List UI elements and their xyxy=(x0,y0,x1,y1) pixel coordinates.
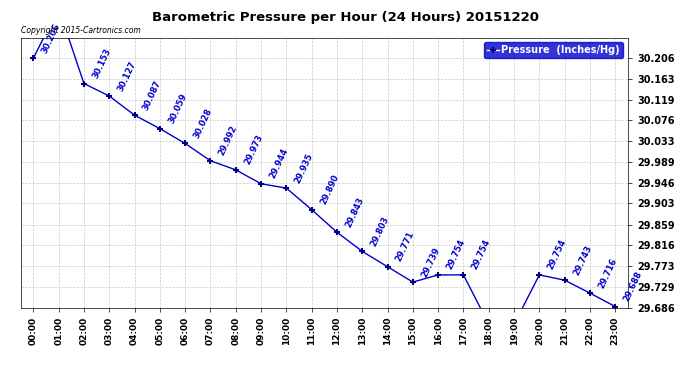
Text: 29.688: 29.688 xyxy=(622,270,644,303)
Text: 29.739: 29.739 xyxy=(420,246,442,279)
Text: 29.935: 29.935 xyxy=(293,152,315,184)
Pressure  (Inches/Hg) xyxy=(484,322,493,327)
Text: 29.651: 29.651 xyxy=(0,374,1,375)
Text: 29.743: 29.743 xyxy=(571,244,593,277)
Pressure  (Inches/Hg) xyxy=(408,280,417,284)
Pressure  (Inches/Hg) xyxy=(29,56,37,60)
Pressure  (Inches/Hg) xyxy=(333,230,341,234)
Text: 29.651: 29.651 xyxy=(0,374,1,375)
Pressure  (Inches/Hg) xyxy=(460,273,468,277)
Pressure  (Inches/Hg) xyxy=(434,273,442,277)
Text: 29.992: 29.992 xyxy=(217,124,239,157)
Pressure  (Inches/Hg) xyxy=(308,207,316,212)
Pressure  (Inches/Hg) xyxy=(130,113,139,117)
Pressure  (Inches/Hg) xyxy=(206,159,215,163)
Text: 30.028: 30.028 xyxy=(192,107,214,140)
Text: 30.310: 30.310 xyxy=(0,374,1,375)
Text: 29.890: 29.890 xyxy=(319,173,340,206)
Text: 29.771: 29.771 xyxy=(395,230,416,263)
Text: 29.754: 29.754 xyxy=(471,238,492,272)
Pressure  (Inches/Hg) xyxy=(358,249,366,254)
Pressure  (Inches/Hg) xyxy=(535,273,544,277)
Pressure  (Inches/Hg) xyxy=(611,304,620,309)
Text: 29.944: 29.944 xyxy=(268,147,290,180)
Text: 29.803: 29.803 xyxy=(369,215,391,248)
Pressure  (Inches/Hg) xyxy=(384,264,392,269)
Text: 30.087: 30.087 xyxy=(141,79,163,112)
Pressure  (Inches/Hg) xyxy=(586,291,594,296)
Pressure  (Inches/Hg) xyxy=(156,126,164,131)
Text: Barometric Pressure per Hour (24 Hours) 20151220: Barometric Pressure per Hour (24 Hours) … xyxy=(152,11,538,24)
Pressure  (Inches/Hg) xyxy=(282,186,290,190)
Line: Pressure  (Inches/Hg): Pressure (Inches/Hg) xyxy=(30,5,619,328)
Pressure  (Inches/Hg) xyxy=(181,141,189,146)
Pressure  (Inches/Hg) xyxy=(560,278,569,282)
Text: 29.973: 29.973 xyxy=(243,134,264,166)
Pressure  (Inches/Hg) xyxy=(510,322,518,327)
Text: 29.754: 29.754 xyxy=(445,238,467,272)
Pressure  (Inches/Hg) xyxy=(257,182,265,186)
Pressure  (Inches/Hg) xyxy=(105,94,113,98)
Text: Copyright 2015-Cartronics.com: Copyright 2015-Cartronics.com xyxy=(21,26,141,35)
Text: 30.127: 30.127 xyxy=(116,59,138,93)
Legend: Pressure  (Inches/Hg): Pressure (Inches/Hg) xyxy=(484,42,623,58)
Pressure  (Inches/Hg) xyxy=(80,81,88,86)
Text: 29.754: 29.754 xyxy=(546,238,568,272)
Text: 29.843: 29.843 xyxy=(344,196,366,229)
Text: 30.153: 30.153 xyxy=(91,47,112,80)
Pressure  (Inches/Hg) xyxy=(232,168,240,172)
Text: 29.716: 29.716 xyxy=(597,256,619,290)
Text: 30.059: 30.059 xyxy=(167,92,188,125)
Text: 30.206: 30.206 xyxy=(40,21,62,55)
Pressure  (Inches/Hg) xyxy=(55,6,63,10)
